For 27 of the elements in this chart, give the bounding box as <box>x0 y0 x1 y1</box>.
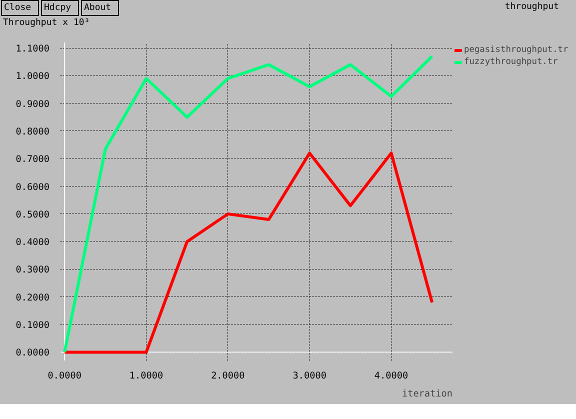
y-tick-label: 1.0000 <box>16 71 50 82</box>
text: throughput <box>504 1 559 14</box>
y-tick-label: 0.5000 <box>16 209 50 220</box>
y-tick-label: 0.1000 <box>16 320 50 332</box>
y-tick-label: 0.4000 <box>16 237 50 248</box>
text: Hdcpy <box>44 2 72 15</box>
y-tick-label: 0.0000 <box>16 348 50 359</box>
y-tick-label: 1.1000 <box>16 44 50 55</box>
text: About <box>84 2 112 15</box>
x-tick-label: 1.0000 <box>129 370 164 382</box>
x-tick-label: 2.0000 <box>211 370 246 382</box>
x-axis-title: iteration <box>402 388 453 400</box>
y-tick-label: 0.9000 <box>16 98 50 110</box>
line-series <box>63 152 434 354</box>
y-tick-label: 0.7000 <box>16 154 50 166</box>
line-series <box>63 54 434 354</box>
y-axis-title: Throughput x 10³ <box>3 17 90 30</box>
x-tick-label: 0.0000 <box>48 370 82 382</box>
legend-label: fuzzythroughput.tr <box>464 56 558 68</box>
y-tick-label: 0.8000 <box>16 126 50 138</box>
y-tick-label: 0.6000 <box>16 182 50 193</box>
x-tick-label: 4.0000 <box>374 370 408 382</box>
y-tick-label: 0.3000 <box>16 264 50 276</box>
y-tick-label: 0.2000 <box>16 292 50 304</box>
x-tick-label: 3.0000 <box>292 370 327 382</box>
text: Close <box>4 2 32 15</box>
legend-label: pegasisthroughput.tr <box>464 44 568 56</box>
